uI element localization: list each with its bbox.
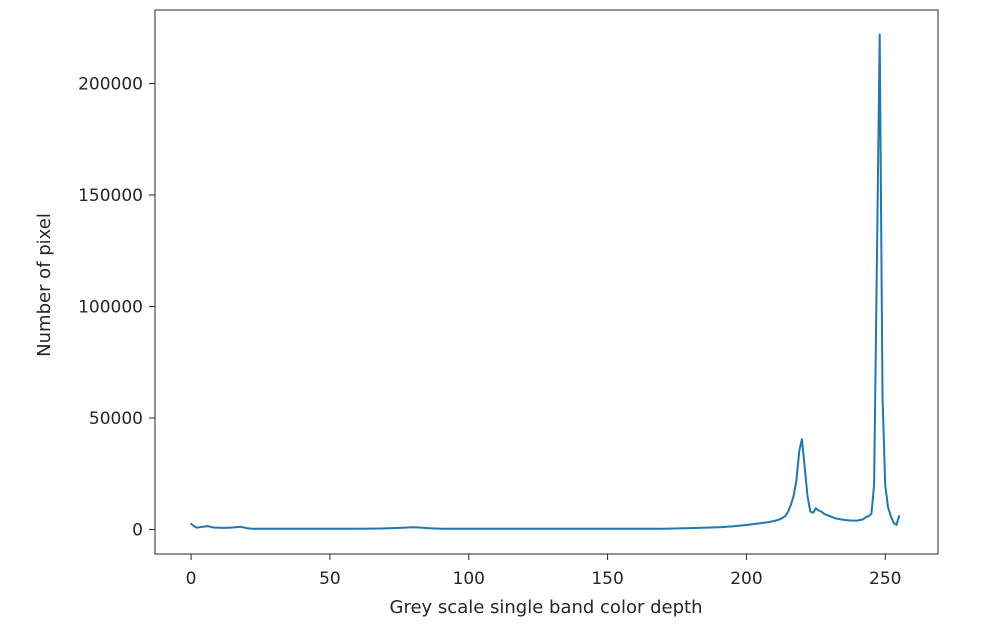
series-line — [190, 33, 901, 530]
y-tick-label: 200000 — [78, 75, 143, 95]
plot-frame — [154, 9, 939, 555]
x-tick-label: 100 — [453, 569, 485, 589]
x-tick-label: 150 — [591, 569, 623, 589]
x-axis-label: Grey scale single band color depth — [390, 597, 703, 618]
y-tick-label: 100000 — [78, 298, 143, 318]
x-tick-label: 250 — [869, 569, 901, 589]
x-tick-label: 0 — [186, 569, 197, 589]
y-tick-label: 0 — [132, 520, 143, 540]
x-tick-label: 200 — [730, 569, 762, 589]
tick-group: 0 50 100 150 200 250 0 50000 100000 150000 200000 — [78, 75, 901, 589]
y-tick-label: 50000 — [89, 409, 143, 429]
x-tick-label: 50 — [319, 569, 341, 589]
y-tick-label: 150000 — [78, 186, 143, 206]
series-group — [190, 33, 901, 530]
plot-axes — [154, 9, 939, 555]
y-axis-label: Number of pixel — [34, 213, 55, 357]
